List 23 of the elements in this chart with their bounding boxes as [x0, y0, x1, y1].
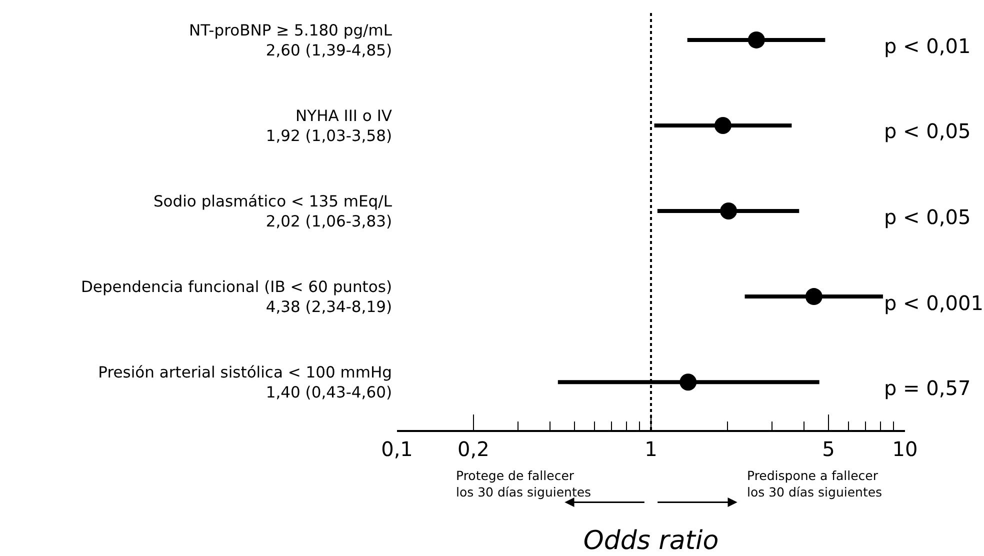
annotation: p = 0,57 [884, 376, 971, 400]
x-tick-label: 10 [892, 436, 918, 461]
y-tick-label: Presión arterial sistólica < 100 mmHg [98, 363, 392, 382]
annotation: p < 0,05 [884, 119, 971, 143]
data-label: 1,40 (0,43-4,60) [266, 384, 392, 402]
data-label: 1,92 (1,03-3,58) [266, 126, 392, 145]
y-tick-label: Dependencia funcional (IB < 60 puntos) [80, 278, 392, 296]
data-label: 2,60 (1,39-4,85) [266, 41, 392, 60]
x-tick-label: 5 [822, 436, 835, 461]
text: Predispone a fallecer los 30 días siguientes [747, 468, 882, 500]
y-tick-label: NYHA III o IV [296, 106, 392, 125]
annotation: p < 0,01 [884, 34, 971, 58]
x-tick-label: 0,1 [381, 436, 413, 461]
annotation: p < 0,05 [884, 205, 971, 229]
y-tick-label: NT-proBNP ≥ 5.180 pg/mL [189, 21, 392, 40]
data-label: 4,38 (2,34-8,19) [266, 298, 392, 316]
x-axis-title: Odds ratio [583, 526, 719, 556]
text: Protege de fallecer los 30 días siguientes [456, 468, 592, 500]
y-tick-label: Sodio plasmático < 135 mEq/L [153, 192, 392, 210]
x-tick-label: 0,2 [458, 436, 490, 461]
x-tick-label: 1 [644, 436, 658, 461]
data-label: 2,02 (1,06-3,83) [266, 212, 392, 231]
annotation: p < 0,001 [884, 291, 984, 315]
